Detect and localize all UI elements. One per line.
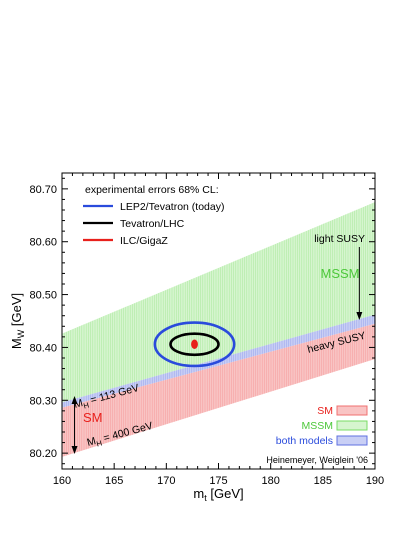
band-legend-sm-swatch bbox=[336, 405, 368, 416]
y-tick-label: 80.30 bbox=[29, 395, 57, 407]
band-legend-both-label: both models bbox=[276, 435, 333, 447]
sm-region-label: SM bbox=[83, 410, 103, 425]
band-legend: SM MSSM both models bbox=[276, 405, 368, 447]
legend: experimental errors 68% CL: LEP2/Tevatro… bbox=[83, 184, 224, 247]
susy-arrow-head bbox=[356, 312, 363, 320]
band-legend-mssm-label: MSSM bbox=[302, 420, 334, 432]
y-axis-label: MW [GeV] bbox=[9, 293, 26, 349]
band-mssm bbox=[62, 202, 375, 403]
band-hatch-sm bbox=[62, 323, 375, 457]
band-legend-both-swatch bbox=[336, 435, 368, 446]
x-tick-label: 160 bbox=[53, 475, 71, 487]
y-tick-label: 80.60 bbox=[29, 237, 57, 249]
legend-label-lep2-tevatron: LEP2/Tevatron (today) bbox=[120, 201, 224, 213]
band-legend-mssm-swatch bbox=[336, 420, 368, 431]
x-tick-label: 170 bbox=[157, 475, 175, 487]
bands-layer bbox=[62, 202, 375, 457]
band-hatch-mssm bbox=[62, 202, 375, 403]
light-susy-label: light SUSY bbox=[314, 233, 365, 245]
sm-arrow-head-top bbox=[71, 396, 78, 404]
x-tick-label: 175 bbox=[209, 475, 227, 487]
band-legend-sm-label: SM bbox=[317, 405, 333, 417]
ellipse-lep2-tevatron-today- bbox=[153, 321, 236, 368]
y-tick-label: 80.50 bbox=[29, 290, 57, 302]
ellipse-layer bbox=[153, 321, 236, 368]
legend-label-ilc-gigaz: ILC/GigaZ bbox=[120, 235, 168, 247]
mssm-region-label: MSSM bbox=[321, 266, 360, 281]
ellipse-ilc-gigaz bbox=[191, 339, 198, 349]
x-tick-label: 180 bbox=[261, 475, 279, 487]
legend-header: experimental errors 68% CL: bbox=[85, 184, 219, 196]
y-tick-label: 80.20 bbox=[29, 448, 57, 460]
x-tick-label: 185 bbox=[314, 475, 332, 487]
y-tick-label: 80.40 bbox=[29, 342, 57, 354]
x-tick-label: 190 bbox=[366, 475, 384, 487]
legend-label-tevatron-lhc: Tevatron/LHC bbox=[120, 218, 185, 230]
x-axis-label: mt [GeV] bbox=[193, 486, 243, 503]
band-sm bbox=[62, 323, 375, 457]
ellipse-tevatron-lhc bbox=[169, 332, 220, 357]
x-tick-label: 165 bbox=[105, 475, 123, 487]
y-tick-label: 80.70 bbox=[29, 184, 57, 196]
credit-label: Heinemeyer, Weiglein '06 bbox=[266, 455, 368, 465]
sm-arrow-head-bottom bbox=[71, 446, 78, 454]
ticks-layer: 160 165 170 175 180 185 190 80.20 80.30 80.40 80.5… bbox=[29, 173, 384, 487]
